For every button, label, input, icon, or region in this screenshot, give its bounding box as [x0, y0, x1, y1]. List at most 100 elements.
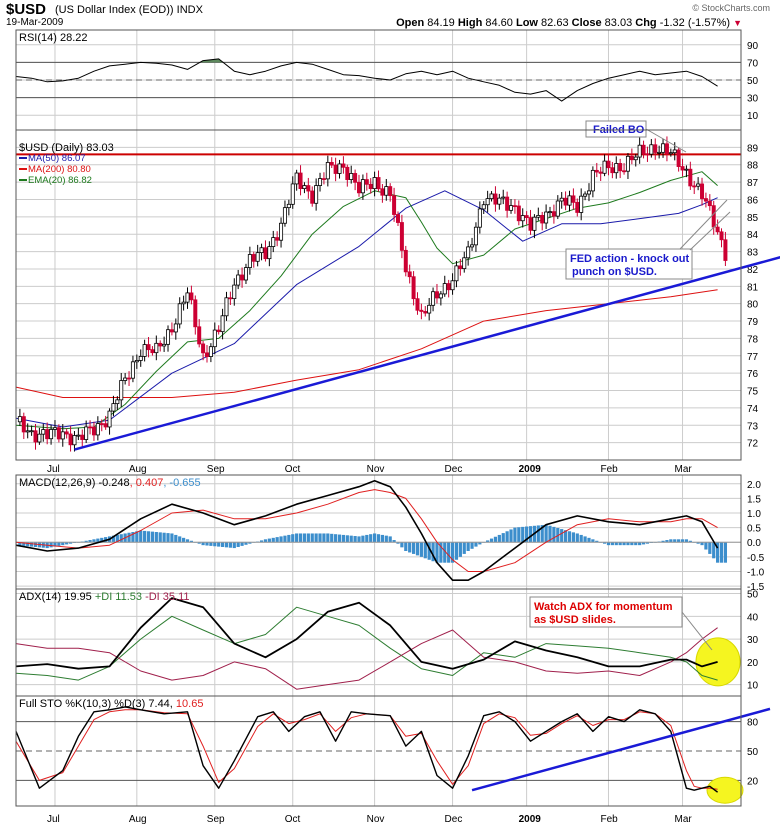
- macd-histogram-bar: [49, 542, 53, 548]
- macd-histogram-bar: [295, 533, 299, 543]
- candle-up: [536, 215, 541, 218]
- candle-up: [318, 178, 323, 186]
- adx-title: ADX(14) 19.95 +DI 11.53 -DI 35.11: [19, 591, 190, 603]
- candle-up: [325, 162, 330, 180]
- candle-up: [177, 303, 182, 325]
- candle-up: [134, 360, 139, 363]
- macd-histogram-bar: [232, 542, 236, 549]
- candle-down: [606, 160, 611, 169]
- macd-histogram-bar: [29, 542, 34, 547]
- macd-histogram-bar: [337, 534, 342, 543]
- macd-histogram-bar: [540, 525, 544, 543]
- macd-histogram-bar: [259, 540, 264, 543]
- candle-up: [586, 190, 591, 195]
- candle-down: [664, 143, 669, 155]
- candle-up: [166, 329, 171, 345]
- x-axis-label: Nov: [367, 814, 385, 825]
- macd-histogram-bar: [365, 534, 369, 543]
- high-label: High: [457, 17, 483, 29]
- candle-up: [590, 169, 595, 192]
- candle-down: [216, 329, 221, 333]
- macd-histogram-bar: [150, 531, 155, 543]
- macd-histogram-bar: [669, 539, 673, 543]
- low-value: 82.63: [541, 17, 569, 29]
- macd-histogram-bar: [400, 542, 404, 548]
- macd-histogram-bar: [517, 527, 521, 543]
- macd-histogram-bar: [513, 527, 517, 543]
- plus-di-value: +DI 11.53: [95, 591, 145, 603]
- macd-histogram-bar: [322, 533, 326, 543]
- candle-down: [711, 205, 716, 228]
- macd-histogram-bar: [489, 538, 494, 543]
- macd-histogram-bar: [486, 540, 490, 543]
- macd-histogram-bar: [345, 535, 349, 543]
- macd-histogram-bar: [310, 533, 314, 543]
- candle-down: [707, 200, 712, 207]
- macd-histogram-bar: [618, 542, 622, 546]
- y-tick-label: 90: [747, 41, 759, 52]
- y-tick-label: 10: [747, 111, 759, 122]
- price-frame: [15, 129, 742, 461]
- candle-up: [208, 346, 213, 357]
- y-tick-label: 78: [747, 334, 759, 345]
- candle-down: [21, 416, 26, 433]
- macd-histogram-bar: [127, 532, 131, 543]
- macd-histogram-bar: [361, 535, 365, 543]
- macd-title-name: MACD(12,26,9) -0.248: [19, 477, 130, 489]
- chart-date: 19-Mar-2009: [6, 17, 64, 28]
- sto-highlight: [706, 776, 744, 804]
- y-tick-label: 30: [747, 94, 759, 105]
- y-tick-label: 74: [747, 404, 759, 415]
- macd-histogram-bar: [298, 533, 303, 543]
- y-tick-label: 79: [747, 317, 759, 328]
- macd-histogram-bar: [680, 539, 685, 543]
- macd-histogram-bar: [244, 542, 248, 545]
- macd-histogram-bar: [373, 533, 377, 543]
- candle-up: [384, 186, 389, 196]
- macd-histogram-bar: [571, 532, 575, 543]
- macd-histogram-bar: [626, 542, 630, 546]
- macd-histogram-bar: [560, 529, 564, 543]
- candle-up: [154, 342, 159, 354]
- macd-histogram-bar: [462, 542, 466, 554]
- macd-histogram-bar: [716, 542, 720, 563]
- candle-up: [579, 195, 584, 213]
- macd-histogram-bar: [287, 534, 291, 543]
- candle-down: [505, 196, 510, 211]
- macd-histogram-bar: [224, 542, 229, 548]
- y-tick-label: 81: [747, 282, 759, 293]
- candle-down: [197, 326, 202, 345]
- macd-histogram-bar: [189, 540, 194, 543]
- x-axis-label: Oct: [285, 464, 301, 475]
- macd-histogram-bar: [18, 542, 22, 546]
- candle-up: [282, 207, 287, 224]
- macd-histogram-bar: [61, 542, 65, 546]
- candle-up: [255, 252, 260, 262]
- macd-histogram-bar: [275, 537, 279, 543]
- adx-note-text-1: Watch ADX for momentum: [534, 601, 673, 613]
- macd-histogram-bar: [396, 542, 400, 544]
- candle-up: [485, 198, 490, 206]
- macd-histogram-bar: [575, 533, 579, 543]
- y-tick-label: 1.0: [747, 509, 761, 520]
- macd-histogram-bar: [723, 542, 728, 563]
- adx-line: [15, 597, 718, 670]
- candle-down: [692, 185, 697, 188]
- y-tick-label: -1.5: [747, 582, 765, 593]
- candle-up: [259, 247, 264, 254]
- candle-up: [454, 265, 459, 282]
- candle-down: [158, 342, 163, 347]
- candle-down: [189, 292, 194, 301]
- macd-histogram-bar: [673, 539, 677, 543]
- macd-histogram-bar: [302, 533, 307, 543]
- macd-histogram-bar: [380, 534, 384, 543]
- candle-up: [185, 292, 190, 303]
- macd-histogram-bar: [143, 530, 147, 543]
- macd-histogram-bar: [458, 542, 462, 557]
- candle-down: [676, 149, 681, 167]
- macd-histogram-bar: [236, 542, 240, 547]
- macd-histogram-bar: [201, 542, 205, 546]
- candle-down: [88, 426, 93, 429]
- candle-up: [349, 173, 354, 180]
- candle-down: [516, 205, 521, 222]
